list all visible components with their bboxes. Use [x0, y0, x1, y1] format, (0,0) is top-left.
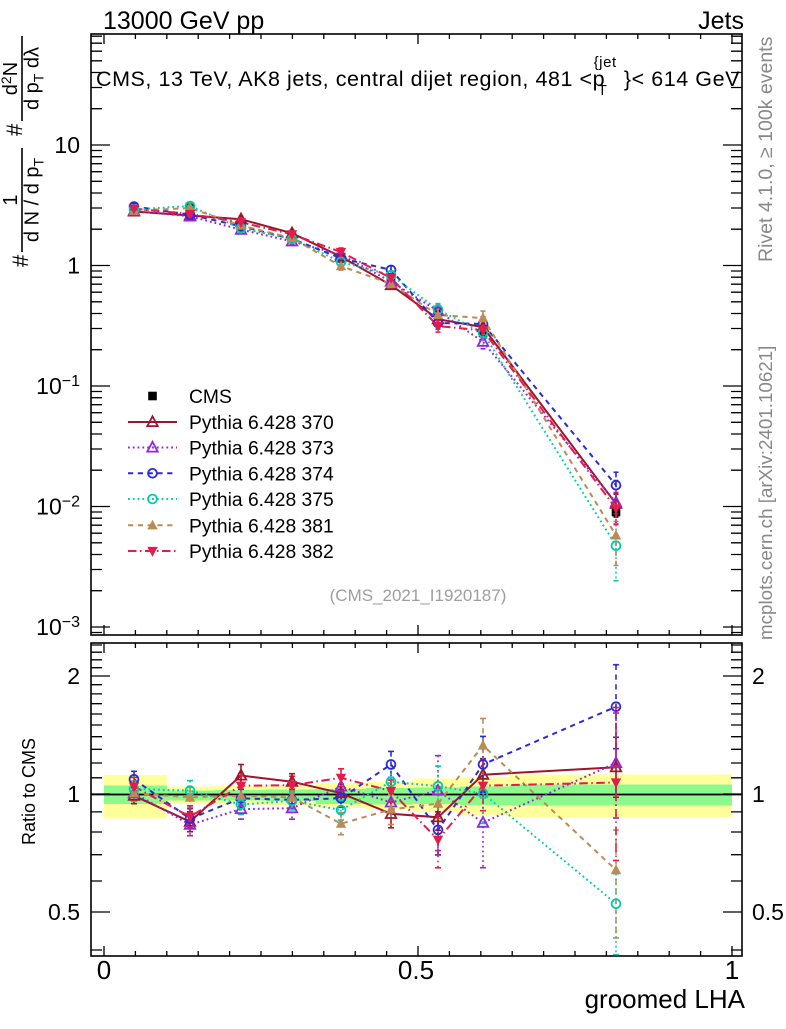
- svg-text:(CMS_2021_I1920187): (CMS_2021_I1920187): [330, 586, 507, 605]
- svg-text:10: 10: [54, 132, 80, 158]
- svg-text:Rivet 4.1.0, ≥ 100k events: Rivet 4.1.0, ≥ 100k events: [755, 36, 777, 262]
- svg-text:mcplots.cern.ch [arXiv:2401.10: mcplots.cern.ch [arXiv:2401.10621]: [755, 346, 776, 640]
- svg-text:#: #: [2, 123, 27, 136]
- svg-text:Pythia 6.428 370: Pythia 6.428 370: [189, 413, 334, 434]
- svg-text:Jets: Jets: [698, 7, 744, 35]
- svg-text:0.5: 0.5: [48, 899, 80, 925]
- svg-text:0: 0: [97, 955, 111, 985]
- svg-text:0.5: 0.5: [398, 955, 434, 985]
- svg-text:CMS: CMS: [189, 387, 232, 408]
- svg-text:1: 1: [752, 781, 765, 807]
- svg-text:1: 1: [67, 253, 80, 279]
- svg-text:10−1: 10−1: [36, 373, 80, 399]
- svg-text:13000 GeV pp: 13000 GeV pp: [103, 7, 264, 35]
- svg-text:Pythia 6.428 374: Pythia 6.428 374: [189, 464, 334, 485]
- svg-text:Pythia 6.428 373: Pythia 6.428 373: [189, 439, 334, 460]
- svg-text:1: 1: [0, 194, 22, 205]
- svg-text:Pythia 6.428 381: Pythia 6.428 381: [189, 516, 334, 537]
- svg-text:1: 1: [67, 781, 80, 807]
- svg-text:d2N: d2N: [0, 62, 22, 95]
- svg-text:1: 1: [725, 955, 739, 985]
- svg-text:10−3: 10−3: [36, 614, 80, 640]
- svg-text:Pythia 6.428 382: Pythia 6.428 382: [189, 542, 334, 563]
- svg-text:Pythia 6.428 375: Pythia 6.428 375: [189, 490, 334, 511]
- svg-text:Ratio to CMS: Ratio to CMS: [19, 738, 39, 845]
- svg-text:#: #: [8, 254, 33, 267]
- svg-text:groomed LHA: groomed LHA: [585, 984, 746, 1014]
- svg-text:2: 2: [67, 663, 80, 689]
- svg-text:d N / d pT: d N / d pT: [22, 157, 47, 242]
- svg-text:0.5: 0.5: [752, 899, 784, 925]
- svg-text:d pT dλ: d pT dλ: [22, 47, 47, 110]
- svg-text:2: 2: [752, 663, 765, 689]
